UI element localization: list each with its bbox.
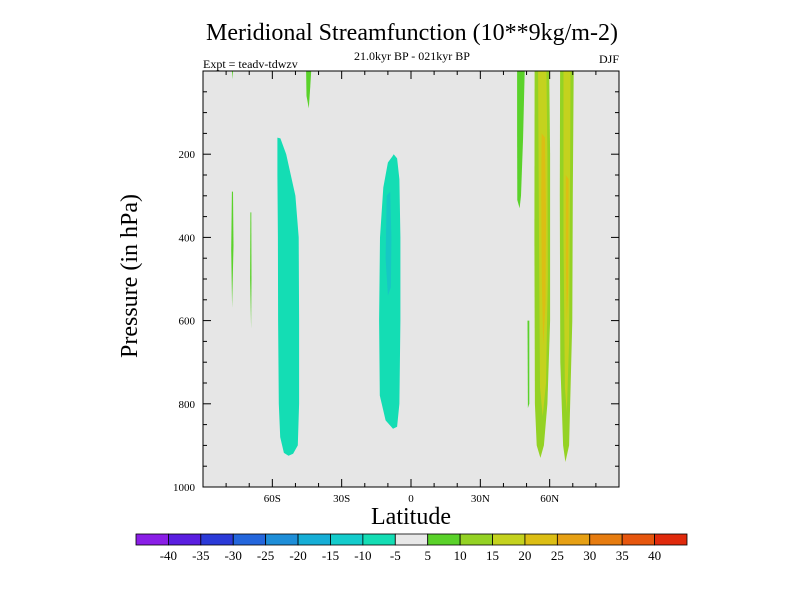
- colorbar-label: -25: [257, 548, 274, 563]
- y-tick-label: 400: [179, 232, 196, 244]
- tick-layer: 60S 30S 0 30N 60N 200 400 600 800 1000: [173, 71, 619, 505]
- y-tick-label: 200: [179, 149, 196, 161]
- colorbar-label: 20: [518, 548, 531, 563]
- colorbar-swatch: [556, 533, 591, 546]
- colorbar-label: -35: [192, 548, 209, 563]
- y-tick-label: 800: [179, 399, 196, 411]
- colorbar-swatch: [362, 533, 396, 546]
- colorbar-swatch: [492, 533, 526, 546]
- colorbar-label: 35: [616, 548, 629, 563]
- colorbar-label: -15: [322, 548, 339, 563]
- experiment-label: Expt = teadv-tdwzv: [203, 57, 298, 71]
- colorbar-swatch: [524, 533, 558, 546]
- colorbar-swatch: [589, 533, 623, 546]
- colorbar-swatch: [265, 533, 299, 546]
- colorbar-swatch: [654, 533, 688, 546]
- colorbar-label: 15: [486, 548, 499, 563]
- contour-left-sliver-a: [231, 191, 234, 309]
- x-tick-label: 30N: [471, 493, 490, 505]
- colorbar-swatch: [135, 533, 169, 546]
- contour-sh-cell-60s: [277, 137, 300, 456]
- contour-top-sliver-b: [231, 71, 233, 80]
- contour-nh-band-48n: [517, 71, 525, 209]
- colorbar-label: 5: [424, 548, 431, 563]
- x-tick-label: 60N: [540, 493, 559, 505]
- colorbar-label: 30: [583, 548, 596, 563]
- contour-inner-10s: [385, 191, 392, 296]
- contour-sh-cell-10s: [379, 154, 401, 429]
- x-tick-label: 0: [408, 493, 414, 505]
- y-axis-label: Pressure (in hPa): [117, 194, 143, 358]
- x-tick-label: 60S: [264, 493, 281, 505]
- colorbar-swatch: [459, 533, 493, 546]
- colorbar-label: -30: [225, 548, 242, 563]
- colorbar-swatch: [621, 533, 655, 546]
- season-label: DJF: [599, 52, 619, 66]
- colorbar-label: 40: [648, 548, 661, 563]
- period-label: 21.0kyr BP - 021kyr BP: [354, 49, 470, 63]
- colorbar-label: -5: [390, 548, 401, 563]
- colorbar-label: 25: [551, 548, 564, 563]
- contour-layer: [231, 71, 574, 462]
- x-axis-label: Latitude: [371, 504, 451, 530]
- colorbar-swatch: [168, 533, 202, 546]
- colorbar-label: 10: [454, 548, 467, 563]
- colorbar-label: -10: [354, 548, 371, 563]
- colorbar-swatch: [394, 533, 429, 546]
- contour-nh-band-66n-core: [565, 175, 569, 321]
- colorbar-label: -20: [289, 548, 306, 563]
- contour-nh-band-51n: [527, 320, 530, 408]
- colorbar: -40 -35 -30 -25 -20 -15 -10 -5 5 10 15 20 25 30 35 40: [135, 533, 688, 563]
- colorbar-swatch: [330, 533, 364, 546]
- contour-left-sliver-b: [250, 212, 252, 329]
- colorbar-label: -40: [160, 548, 177, 563]
- colorbar-swatch: [297, 533, 331, 546]
- colorbar-swatch: [232, 533, 267, 546]
- colorbar-swatch: [427, 533, 461, 546]
- chart-title: Meridional Streamfunction (10**9kg/m-2): [206, 20, 618, 46]
- colorbar-swatch: [200, 533, 234, 546]
- x-tick-label: 30S: [333, 493, 350, 505]
- contour-top-sliver-a: [306, 71, 312, 109]
- y-tick-label: 600: [179, 316, 196, 328]
- y-tick-label: 1000: [173, 482, 196, 494]
- contour-nh-band-58n-core: [541, 133, 546, 346]
- plot-area: [203, 71, 619, 487]
